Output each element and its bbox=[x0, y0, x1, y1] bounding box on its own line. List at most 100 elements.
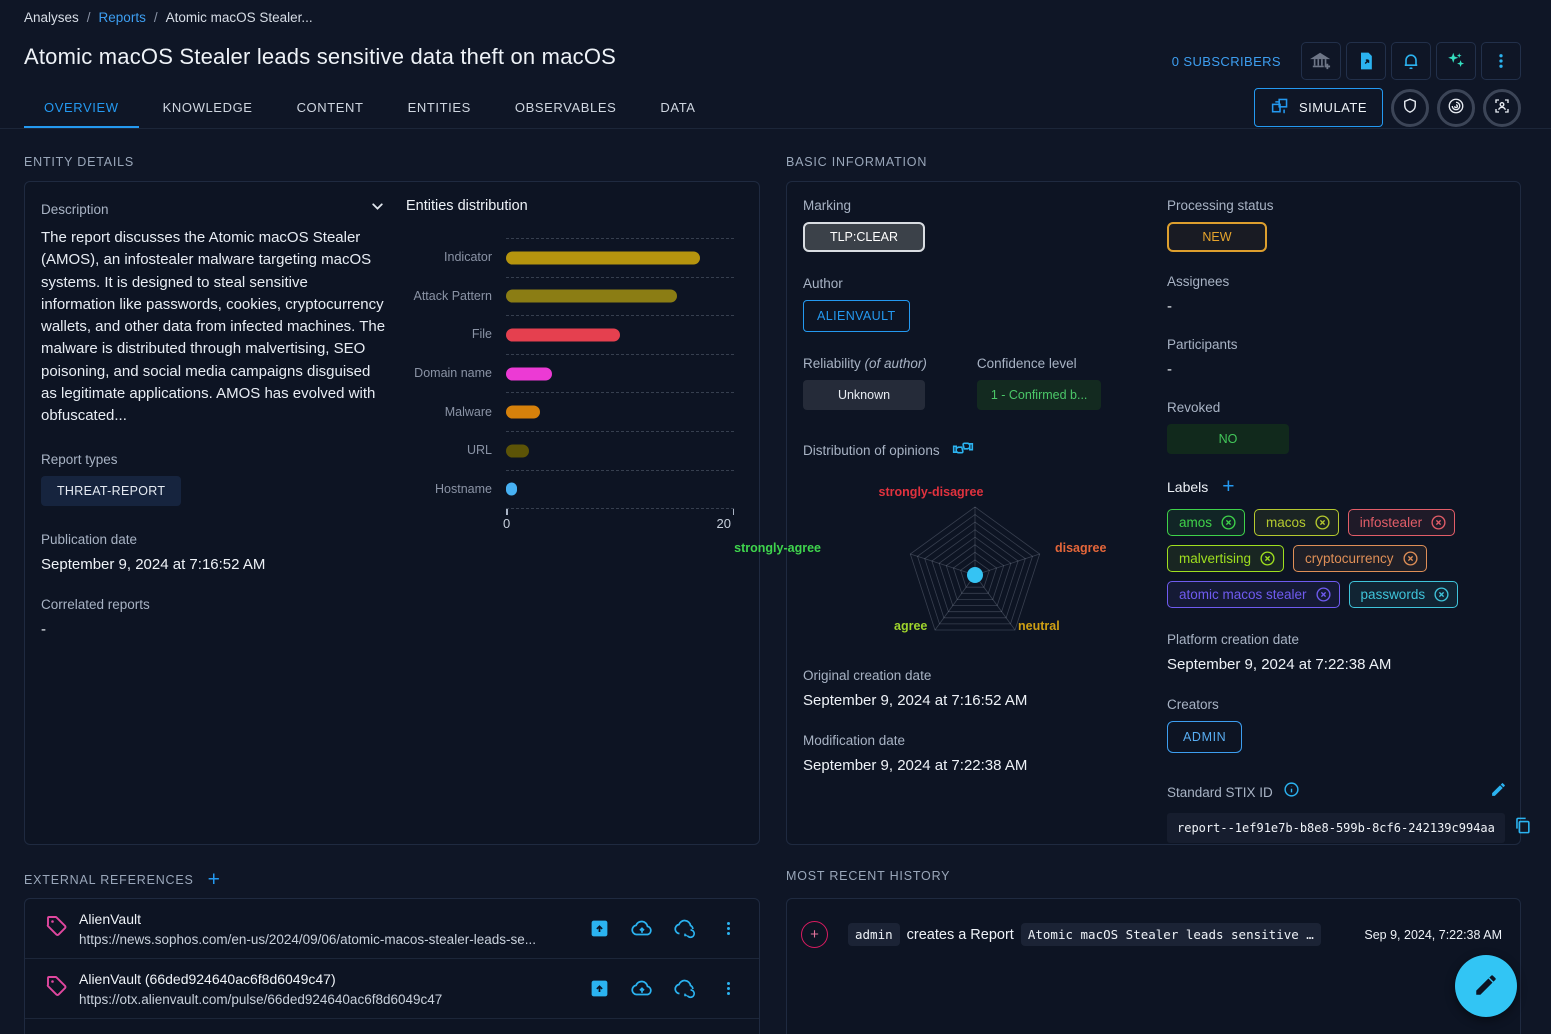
add-external-reference-icon[interactable]: + bbox=[207, 868, 221, 891]
label-chip-infostealer[interactable]: infostealer bbox=[1347, 509, 1456, 536]
open-reference-button[interactable] bbox=[582, 912, 616, 946]
victim-target-button[interactable] bbox=[1483, 88, 1521, 127]
ai-assistant-button[interactable] bbox=[1436, 42, 1476, 80]
correlated-reports-value: - bbox=[41, 620, 46, 638]
radar-label-strongly-agree: strongly-agree bbox=[734, 541, 821, 555]
more-options-button[interactable] bbox=[1481, 42, 1521, 80]
upload-file-button[interactable] bbox=[625, 912, 659, 946]
chevron-down-icon[interactable] bbox=[369, 198, 386, 220]
chart-category-label: URL bbox=[466, 443, 492, 458]
chart-bar[interactable] bbox=[506, 444, 529, 458]
shield-icon bbox=[1401, 97, 1419, 118]
thumbs-up-down-icon[interactable] bbox=[952, 438, 974, 463]
revoked-label: Revoked bbox=[1167, 400, 1221, 415]
chart-bar[interactable] bbox=[506, 367, 552, 381]
original-creation-date-value: September 9, 2024 at 7:16:52 AM bbox=[803, 692, 1028, 709]
reference-texts: AlienVault (66ded924640ac6f8d6049c47) htt… bbox=[79, 971, 574, 1007]
label-chip-passwords[interactable]: passwords bbox=[1348, 581, 1459, 608]
chart-category-label: Hostname bbox=[435, 481, 492, 496]
info-icon[interactable] bbox=[1283, 781, 1300, 803]
remove-label-icon[interactable] bbox=[1314, 514, 1331, 531]
label-chip-amos[interactable]: amos bbox=[1167, 509, 1246, 536]
remove-label-icon[interactable] bbox=[1259, 550, 1276, 567]
chart-bar[interactable] bbox=[506, 251, 700, 265]
export-file-button[interactable] bbox=[1346, 42, 1386, 80]
marking-chip: TLP:CLEAR bbox=[803, 222, 925, 252]
remove-label-icon[interactable] bbox=[1402, 550, 1419, 567]
sync-url-button[interactable] bbox=[668, 912, 702, 946]
chart-track bbox=[506, 353, 734, 393]
tab-entities[interactable]: ENTITIES bbox=[407, 100, 471, 115]
external-reference-row[interactable]: AlienVault https://news.sophos.com/en-us/… bbox=[25, 899, 759, 959]
tab-content[interactable]: CONTENT bbox=[296, 100, 364, 115]
chart-bar[interactable] bbox=[506, 289, 677, 303]
label-text: passwords bbox=[1360, 587, 1426, 602]
tab-bar: OVERVIEW KNOWLEDGE CONTENT ENTITIES OBSERVAB… bbox=[24, 88, 716, 129]
external-reference-row[interactable]: AlienVault (66ded924640ac6f8d6049c47) htt… bbox=[25, 959, 759, 1019]
basic-information-header: BASIC INFORMATION bbox=[786, 155, 928, 169]
enroll-organization-button[interactable] bbox=[1301, 42, 1341, 80]
reference-actions bbox=[582, 912, 745, 946]
edit-fab-button[interactable] bbox=[1455, 955, 1517, 1017]
chart-track bbox=[506, 469, 734, 509]
label-chip-atomic-macos-stealer[interactable]: atomic macos stealer bbox=[1167, 581, 1340, 608]
history-object-chip[interactable]: Atomic macOS Stealer leads sensitive ... bbox=[1020, 923, 1321, 946]
tab-observables[interactable]: OBSERVABLES bbox=[514, 100, 617, 115]
processing-status-label: Processing status bbox=[1167, 198, 1274, 213]
axis-tick-min: 0 bbox=[503, 516, 511, 532]
chart-category-label: Indicator bbox=[444, 250, 492, 265]
edit-stix-icon[interactable] bbox=[1490, 781, 1507, 803]
modification-date-label: Modification date bbox=[803, 733, 906, 748]
tab-overview[interactable]: OVERVIEW bbox=[24, 88, 139, 129]
upload-file-button[interactable] bbox=[625, 972, 659, 1006]
simulate-button[interactable]: SIMULATE bbox=[1253, 88, 1383, 127]
tab-data[interactable]: DATA bbox=[660, 100, 696, 115]
confidence-level-label: Confidence level bbox=[976, 356, 1077, 371]
radar-label-strongly-disagree: strongly-disagree bbox=[878, 485, 984, 499]
tag-icon bbox=[45, 914, 69, 943]
chart-row: Malware bbox=[406, 392, 745, 431]
reference-more-button[interactable] bbox=[711, 972, 745, 1006]
history-action-text: creates a Report bbox=[906, 926, 1014, 943]
label-chip-macos[interactable]: macos bbox=[1254, 509, 1339, 536]
tag-icon bbox=[45, 974, 69, 1003]
chart-bar[interactable] bbox=[506, 405, 541, 419]
radar-score-button[interactable] bbox=[1437, 88, 1475, 127]
chart-bar[interactable] bbox=[506, 328, 620, 342]
label-chip-malvertising[interactable]: malvertising bbox=[1167, 545, 1285, 572]
copy-icon[interactable] bbox=[1513, 816, 1532, 840]
remove-label-icon[interactable] bbox=[1220, 514, 1237, 531]
reference-more-button[interactable] bbox=[711, 912, 745, 946]
chart-bar[interactable] bbox=[506, 482, 518, 496]
label-text: amos bbox=[1179, 515, 1213, 530]
label-text: atomic macos stealer bbox=[1179, 587, 1307, 602]
breadcrumb-analyses[interactable]: Analyses bbox=[24, 10, 79, 25]
chart-category-label: Attack Pattern bbox=[413, 288, 492, 303]
label-chip-cryptocurrency[interactable]: cryptocurrency bbox=[1293, 545, 1427, 572]
label-text: cryptocurrency bbox=[1305, 551, 1394, 566]
history-row: + admin creates a Report Atomic macOS Steal… bbox=[787, 899, 1520, 948]
tab-knowledge[interactable]: KNOWLEDGE bbox=[162, 100, 253, 115]
creator-chip[interactable]: ADMIN bbox=[1167, 721, 1243, 753]
confidence-chip: 1 - Confirmed b... bbox=[976, 380, 1102, 410]
person-target-icon bbox=[1493, 97, 1511, 118]
remove-label-icon[interactable] bbox=[1433, 586, 1450, 603]
reference-name: AlienVault (66ded924640ac6f8d6049c47) bbox=[79, 970, 336, 987]
notifications-button[interactable] bbox=[1391, 42, 1431, 80]
author-chip[interactable]: ALIENVAULT bbox=[803, 300, 910, 332]
processing-status-chip: NEW bbox=[1167, 222, 1267, 252]
remove-label-icon[interactable] bbox=[1430, 514, 1447, 531]
radar-icon bbox=[1447, 97, 1465, 118]
open-reference-button[interactable] bbox=[582, 972, 616, 1006]
breadcrumb-reports[interactable]: Reports bbox=[98, 10, 146, 25]
add-label-icon[interactable]: + bbox=[1222, 475, 1235, 498]
revoked-chip: NO bbox=[1167, 424, 1289, 454]
opinions-radar-chart: strongly-disagree disagree neutral agree str… bbox=[734, 485, 1148, 656]
shield-score-button[interactable] bbox=[1391, 88, 1429, 127]
remove-label-icon[interactable] bbox=[1315, 586, 1332, 603]
page-title: Atomic macOS Stealer leads sensitive dat… bbox=[24, 44, 617, 69]
sync-url-button[interactable] bbox=[668, 972, 702, 1006]
kebab-menu-icon bbox=[1492, 52, 1510, 70]
subscribers-count[interactable]: 0 SUBSCRIBERS bbox=[1171, 53, 1281, 69]
chart-row: File bbox=[406, 315, 745, 354]
